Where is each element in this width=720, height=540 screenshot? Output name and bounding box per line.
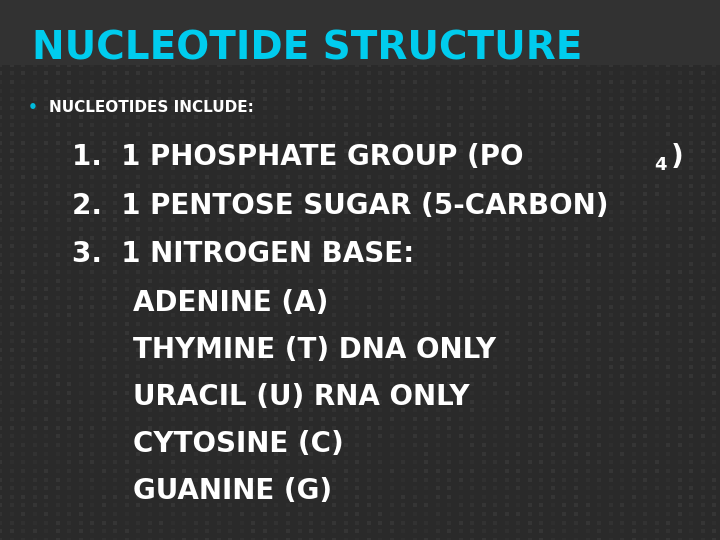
Text: 4: 4 [654,156,667,174]
Text: 2.  1 PENTOSE SUGAR (5-CARBON): 2. 1 PENTOSE SUGAR (5-CARBON) [72,192,608,220]
Text: 1.  1 PHOSPHATE GROUP (PO: 1. 1 PHOSPHATE GROUP (PO [72,143,523,171]
Text: GUANINE (G): GUANINE (G) [133,477,333,505]
Text: URACIL (U) RNA ONLY: URACIL (U) RNA ONLY [133,383,470,411]
Text: 3.  1 NITROGEN BASE:: 3. 1 NITROGEN BASE: [72,240,414,268]
Text: •: • [27,100,37,115]
Text: NUCLEOTIDE STRUCTURE: NUCLEOTIDE STRUCTURE [32,30,582,68]
Bar [0,0,720,65]
Text: ADENINE (A): ADENINE (A) [133,289,328,317]
Text: CYTOSINE (C): CYTOSINE (C) [133,430,344,458]
Text: ): ) [671,143,683,171]
Text: THYMINE (T) DNA ONLY: THYMINE (T) DNA ONLY [133,336,496,364]
Text: NUCLEOTIDES INCLUDE:: NUCLEOTIDES INCLUDE: [49,100,254,115]
